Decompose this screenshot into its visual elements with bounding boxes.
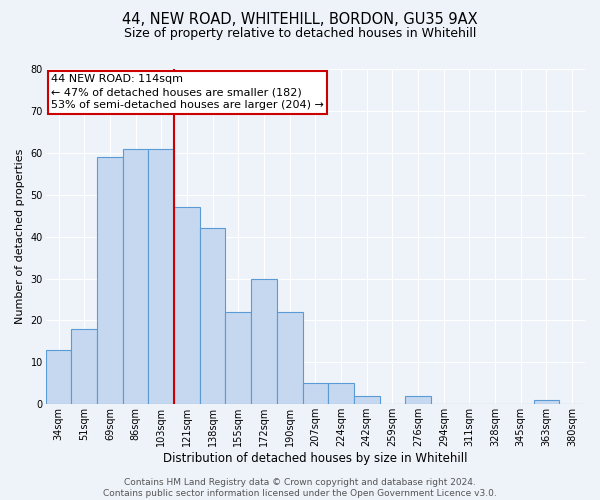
X-axis label: Distribution of detached houses by size in Whitehill: Distribution of detached houses by size …: [163, 452, 467, 465]
Bar: [405, 396, 431, 404]
Bar: [46, 350, 71, 405]
Text: Size of property relative to detached houses in Whitehill: Size of property relative to detached ho…: [124, 28, 476, 40]
Bar: [226, 312, 251, 404]
Bar: [97, 157, 123, 404]
Bar: [533, 400, 559, 404]
Bar: [302, 384, 328, 404]
Bar: [354, 396, 380, 404]
Text: Contains HM Land Registry data © Crown copyright and database right 2024.
Contai: Contains HM Land Registry data © Crown c…: [103, 478, 497, 498]
Bar: [123, 148, 148, 404]
Bar: [148, 148, 174, 404]
Text: 44 NEW ROAD: 114sqm
← 47% of detached houses are smaller (182)
53% of semi-detac: 44 NEW ROAD: 114sqm ← 47% of detached ho…: [51, 74, 324, 110]
Bar: [200, 228, 226, 404]
Bar: [277, 312, 302, 404]
Bar: [328, 384, 354, 404]
Y-axis label: Number of detached properties: Number of detached properties: [15, 149, 25, 324]
Text: 44, NEW ROAD, WHITEHILL, BORDON, GU35 9AX: 44, NEW ROAD, WHITEHILL, BORDON, GU35 9A…: [122, 12, 478, 28]
Bar: [174, 208, 200, 404]
Bar: [71, 329, 97, 404]
Bar: [251, 278, 277, 404]
